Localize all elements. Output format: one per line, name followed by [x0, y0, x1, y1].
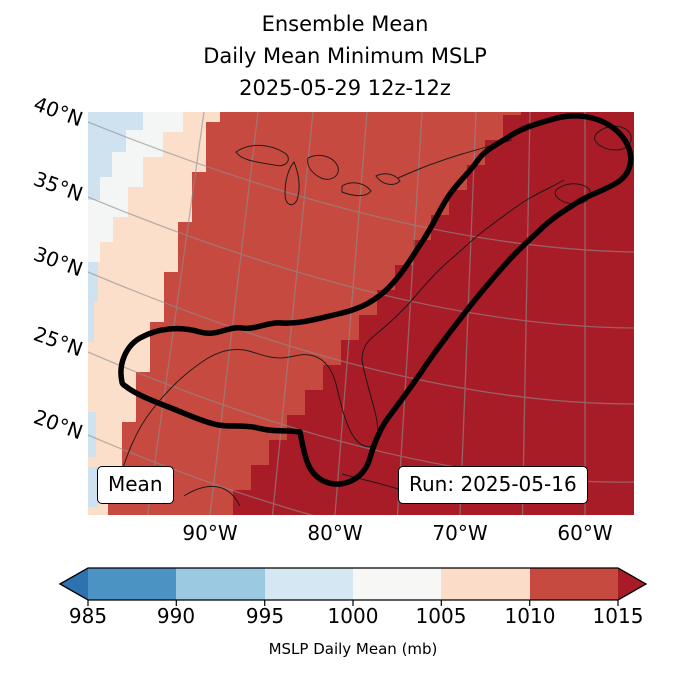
mean-box: Mean	[97, 466, 174, 504]
mslp-band-995-1000-strip-1	[88, 262, 98, 342]
colorbar-tick-985: 985	[68, 604, 108, 628]
mslp-band-995-1000-strip-2	[88, 412, 96, 457]
chart-title-line-2: Daily Mean Minimum MSLP	[203, 44, 487, 68]
chart-title-line-1: Ensemble Mean	[261, 12, 429, 36]
chart-title-line-3: 2025-05-29 12z-12z	[239, 76, 451, 100]
colorbar-tick-1000: 1000	[327, 604, 379, 628]
lake-erie	[341, 182, 372, 197]
colorbar-tick-990: 990	[156, 604, 196, 628]
meridian-80w	[334, 112, 368, 515]
colorbar-segment-995-1000	[265, 568, 353, 600]
chart-title: Ensemble Mean Daily Mean Minimum MSLP 20…	[20, 8, 670, 104]
meridian-90w	[209, 112, 259, 515]
mean-label: Mean	[108, 472, 163, 496]
lat-tick-25n: 25°N	[30, 321, 87, 362]
lake-huron	[307, 154, 339, 180]
colorbar-svg	[58, 567, 648, 606]
run-label: Run: 2025-05-16	[409, 472, 577, 496]
coastline-yucatan	[183, 485, 241, 507]
lon-tick-70w: 70°W	[432, 521, 488, 545]
map-svg	[88, 112, 634, 515]
colorbar-segment-1005-1010	[441, 568, 530, 600]
run-box: Run: 2025-05-16	[398, 466, 588, 504]
colorbar-segment-1000-1005	[353, 568, 441, 600]
ensemble-contour	[118, 113, 634, 487]
parallel-30n	[88, 271, 634, 405]
colorbar-over-arrow	[618, 568, 646, 600]
colorbar-under-arrow	[60, 568, 88, 600]
meridian-75w	[396, 112, 423, 515]
lake-ontario	[375, 173, 401, 185]
meridian-85w	[271, 112, 314, 515]
lon-tick-90w: 90°W	[182, 521, 238, 545]
colorbar-segment-985-990	[88, 568, 176, 600]
lat-tick-30n: 30°N	[30, 241, 87, 282]
lat-tick-35n: 35°N	[30, 166, 87, 207]
colorbar-label: MSLP Daily Mean (mb)	[268, 640, 438, 658]
lat-tick-20n: 20°N	[30, 404, 87, 445]
lake-superior	[235, 145, 289, 167]
colorbar-tick-995: 995	[245, 604, 285, 628]
mslp-band-995-1000-strip-3	[88, 467, 98, 507]
colorbar-tick-1015: 1015	[592, 604, 644, 628]
meridian-65w	[521, 112, 531, 515]
colorbar-segment-1010-1015	[530, 568, 618, 600]
map-plot	[88, 112, 634, 515]
colorbar-tick-1010: 1010	[504, 604, 556, 628]
colorbar-ticks	[87, 600, 619, 606]
lon-tick-80w: 80°W	[307, 521, 363, 545]
lon-tick-60w: 60°W	[557, 521, 613, 545]
lake-michigan	[284, 161, 300, 206]
mslp-band-over-1015	[233, 112, 634, 515]
meridian-70w	[459, 112, 477, 515]
meridian-95w	[146, 112, 205, 515]
colorbar-tick-1005: 1005	[415, 604, 467, 628]
mslp-band-995-1000-patch	[88, 112, 143, 200]
colorbar-segment-990-995	[176, 568, 265, 600]
parallel-40n	[88, 121, 634, 253]
colorbar	[50, 560, 660, 610]
